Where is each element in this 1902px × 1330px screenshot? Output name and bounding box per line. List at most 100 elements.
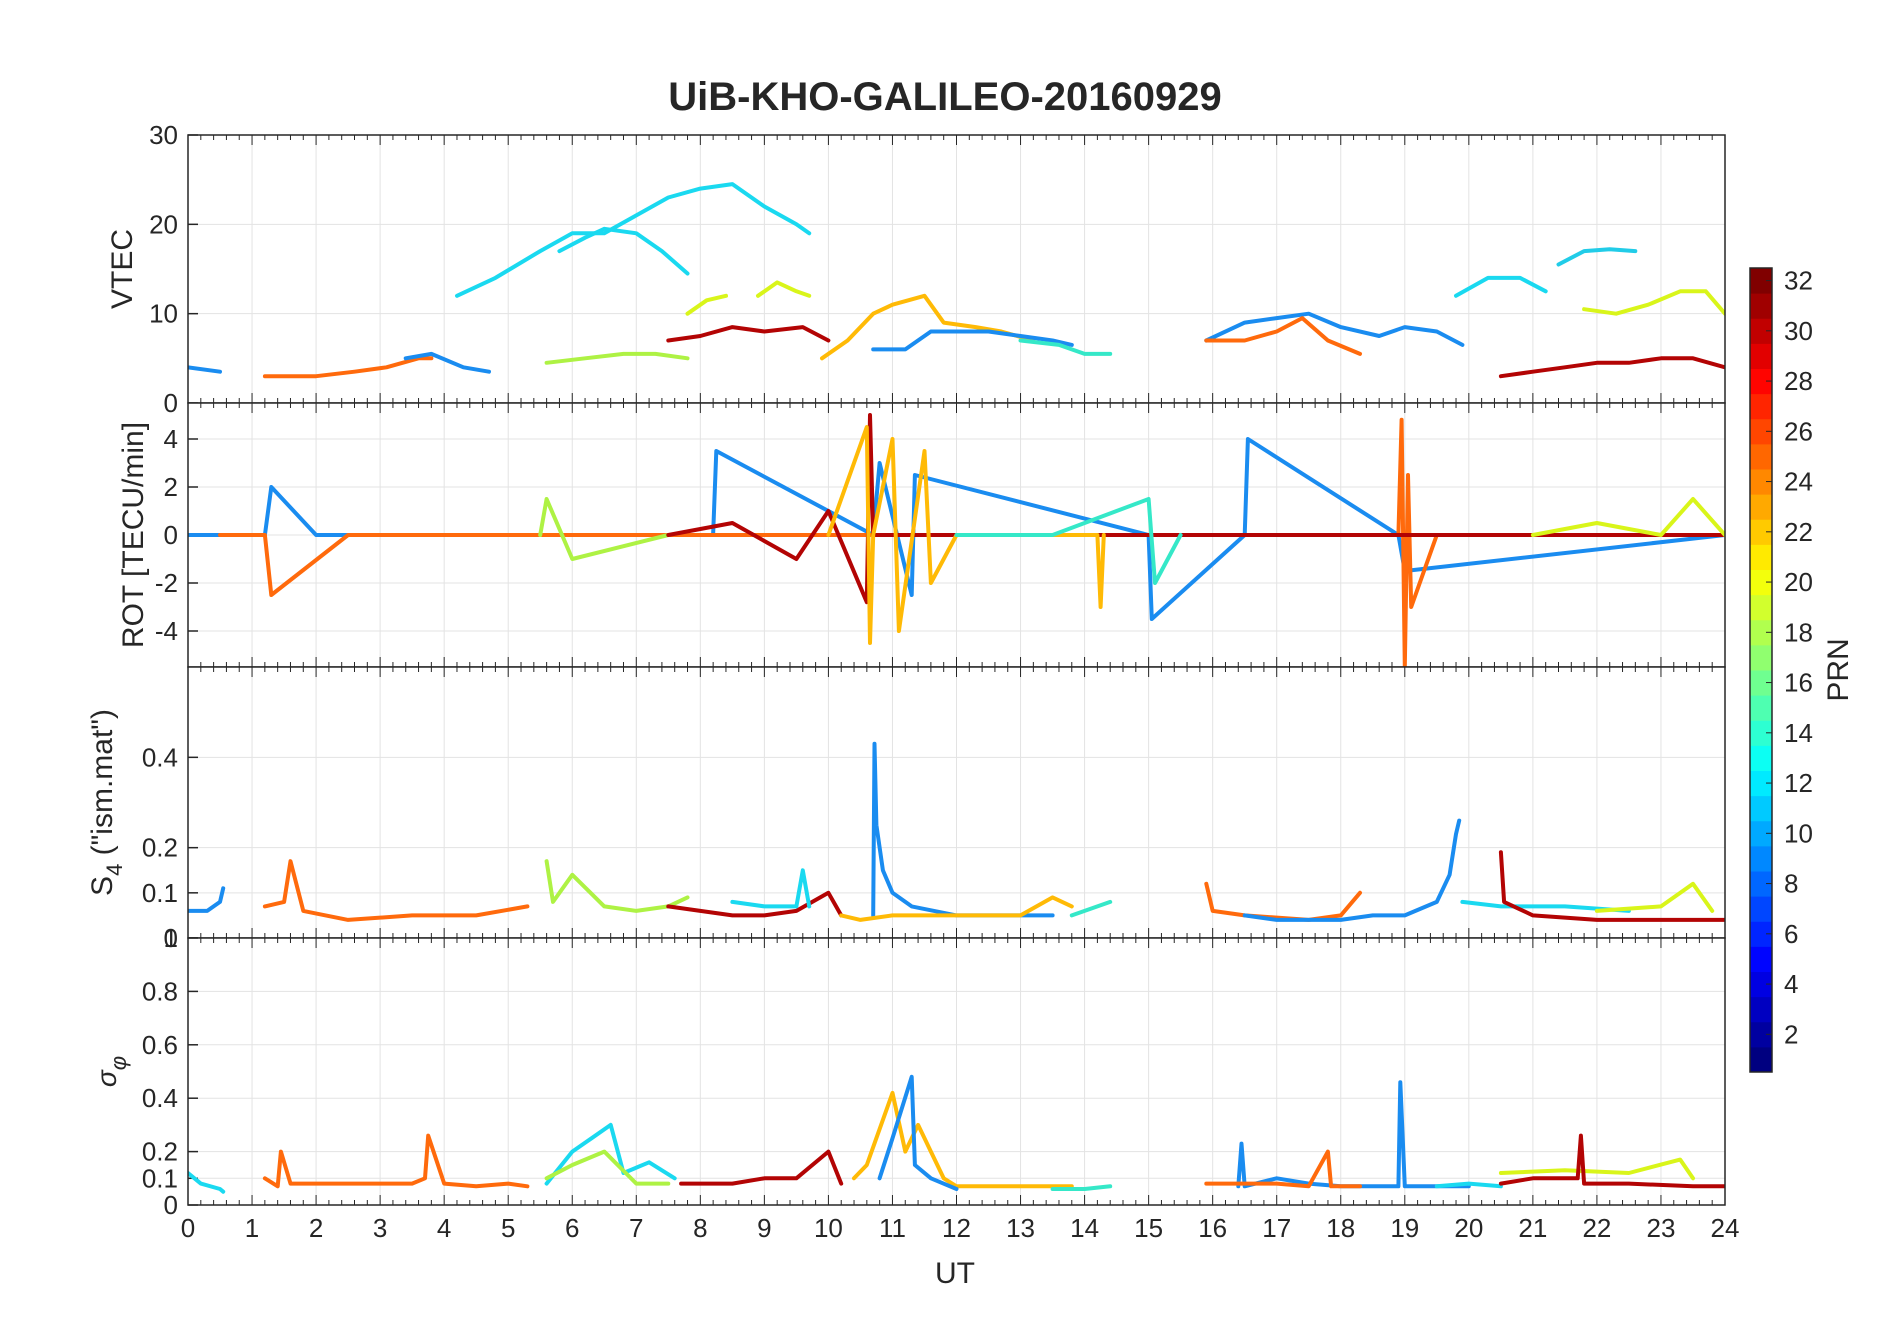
series-line-prn-22 — [839, 895, 1074, 922]
x-tick-label: 13 — [1006, 1213, 1035, 1243]
colorbar-segment — [1750, 670, 1772, 696]
colorbar-segment — [1750, 896, 1772, 922]
colorbar-tick-label: 2 — [1784, 1019, 1798, 1049]
series-line-prn-12 — [188, 1171, 226, 1194]
colorbar-segment — [1750, 946, 1772, 972]
y-tick-label: 0.2 — [142, 1137, 178, 1167]
y-axis-label-main: σ — [91, 1069, 122, 1087]
colorbar-segment — [1750, 569, 1772, 596]
y-tick-label: 30 — [149, 120, 178, 150]
colorbar-tick-label: 10 — [1784, 818, 1813, 848]
panel-s4: 0 0.1 0.2 0.4 S4 ("ism.mat") — [86, 666, 1726, 953]
colorbar-segment — [1750, 318, 1772, 344]
series-line-prn-22 — [820, 293, 1036, 361]
series-line-prn-8 — [877, 1074, 959, 1191]
colorbar-segment — [1750, 871, 1772, 897]
series-line-prn-19 — [1582, 289, 1725, 316]
colorbar-segment — [1750, 1046, 1772, 1073]
series-line-prn-24 — [1204, 316, 1362, 356]
series-line-prn-12 — [544, 1122, 677, 1186]
colorbar-segment — [1750, 745, 1772, 771]
series-line-prn-19 — [1498, 1157, 1695, 1181]
colorbar-tick-label: 22 — [1784, 517, 1813, 547]
colorbar-segment — [1750, 770, 1772, 797]
y-tick-label: 0.2 — [142, 833, 178, 863]
series-line-prn-22 — [852, 1090, 1074, 1189]
series-line-prn-24 — [262, 859, 530, 922]
colorbar-tick-label: 6 — [1784, 919, 1798, 949]
y-axis-label: VTEC — [106, 229, 139, 309]
colorbar-tick-label: 16 — [1784, 668, 1813, 698]
series-line-prn-24 — [1204, 1149, 1362, 1189]
y-tick-label: 4 — [164, 424, 178, 454]
x-tick-label: 9 — [757, 1213, 771, 1243]
colorbar-label: PRN — [1822, 638, 1855, 701]
y-tick-label: -4 — [155, 616, 178, 646]
series-line-prn-12 — [1434, 1181, 1503, 1189]
colorbar-segment — [1750, 418, 1772, 445]
y-tick-label: 0 — [164, 923, 178, 953]
x-tick-label: 6 — [565, 1213, 579, 1243]
series-line-prn-12 — [1460, 899, 1631, 913]
x-tick-label: 15 — [1134, 1213, 1163, 1243]
y-tick-label: 20 — [149, 209, 178, 239]
y-tick-label: 0.6 — [142, 1030, 178, 1060]
x-tick-label: 16 — [1198, 1213, 1227, 1243]
y-tick-label: 10 — [149, 299, 178, 329]
colorbar-tick-label: 14 — [1784, 718, 1813, 748]
chart-title: UiB-KHO-GALILEO-20160929 — [668, 75, 1221, 119]
series-line-prn-8 — [871, 329, 1074, 352]
colorbar-tick-label: 32 — [1784, 266, 1813, 296]
colorbar-segment — [1750, 644, 1772, 671]
series-line-prn-8 — [188, 365, 222, 374]
x-tick-label: 2 — [309, 1213, 323, 1243]
colorbar-segment — [1750, 795, 1772, 822]
x-tick-label: 11 — [879, 1213, 906, 1243]
x-tick-label: 10 — [814, 1213, 843, 1243]
colorbar-segment — [1750, 971, 1772, 998]
colorbar-segment — [1750, 996, 1772, 1023]
x-axis-label: UT — [935, 1257, 975, 1290]
panel-rot: -4 -2 0 2 4 ROT [TECU/min] — [117, 402, 1726, 668]
colorbar-tick-label: 24 — [1784, 467, 1813, 497]
colorbar-tick-label: 8 — [1784, 869, 1798, 899]
series-line-prn-31 — [1498, 356, 1725, 379]
y-tick-label: -2 — [155, 568, 178, 598]
colorbar-segment — [1750, 695, 1772, 721]
series-line-prn-31 — [679, 1149, 844, 1186]
colorbar-frame — [1749, 267, 1773, 1073]
series-line-prn-12 — [730, 868, 812, 909]
series-group — [188, 741, 1725, 922]
y-tick-label: 0.4 — [142, 1083, 178, 1113]
y-axis-label-main: S — [86, 876, 119, 896]
axes-frame — [187, 937, 1726, 1206]
series-line-prn-8 — [188, 437, 1725, 621]
colorbar-tick-label: 12 — [1784, 768, 1813, 798]
series-line-prn-14 — [1050, 1184, 1113, 1191]
colorbar-segment — [1750, 1021, 1772, 1048]
series-line-prn-12 — [455, 182, 812, 298]
x-tick-label: 24 — [1711, 1213, 1740, 1243]
series-line-prn-19 — [1530, 497, 1725, 537]
series-line-prn-14 — [1069, 899, 1113, 918]
series-line-prn-24 — [1204, 881, 1362, 922]
series-group — [188, 1074, 1725, 1194]
colorbar-segment — [1750, 443, 1772, 470]
colorbar-tick-label: 26 — [1784, 416, 1813, 446]
y-tick-label: 0.4 — [142, 742, 178, 772]
colorbar-segment — [1750, 544, 1772, 570]
y-axis-label: σφ — [91, 1056, 131, 1087]
colorbar-segment — [1750, 393, 1772, 420]
series-line-prn-14 — [1018, 338, 1113, 356]
x-tick-label: 12 — [942, 1213, 971, 1243]
x-tick-label: 4 — [437, 1213, 451, 1243]
series-line-prn-8 — [1204, 311, 1465, 347]
series-line-prn-12 — [1454, 275, 1548, 298]
series-line-prn-31 — [1498, 850, 1725, 922]
colorbar-segment — [1750, 368, 1772, 395]
colorbar-segment — [1750, 293, 1772, 319]
series-line-prn-31 — [666, 325, 831, 343]
